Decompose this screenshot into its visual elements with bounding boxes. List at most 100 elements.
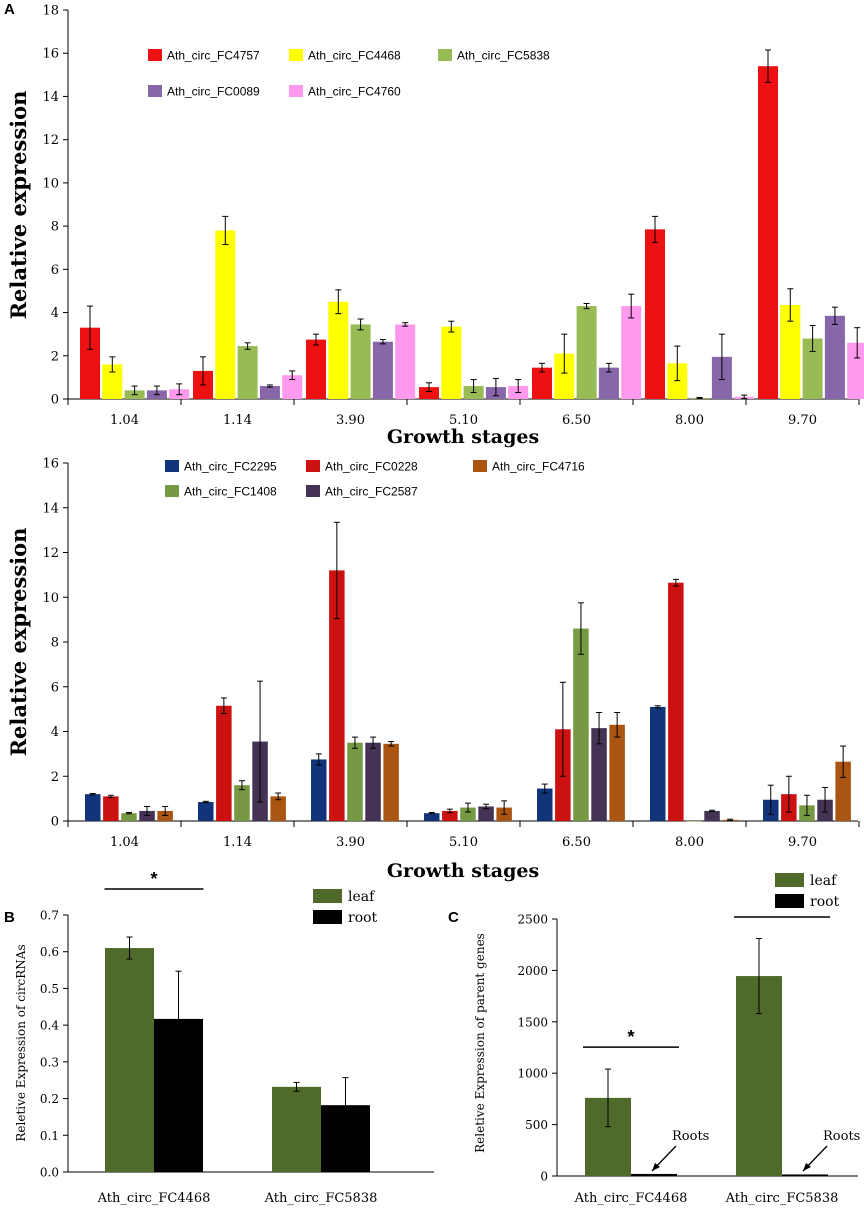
y-tick-label: 0.1 [40, 1129, 59, 1143]
bar [121, 813, 137, 821]
bar [537, 788, 553, 821]
legend-swatch [165, 485, 179, 497]
legend-label: Ath_circ_FC2587 [325, 485, 418, 499]
x-tick-label: 8.00 [675, 835, 704, 850]
significance-star: * [778, 897, 785, 917]
bar [441, 326, 462, 399]
legend-label: Ath_circ_FC2295 [184, 460, 277, 474]
annotation-label: Roots [823, 1129, 860, 1144]
x-tick-label: Ath_circ_FC5838 [264, 1191, 378, 1206]
bar [598, 367, 619, 399]
bar [780, 304, 801, 399]
bar [347, 742, 363, 821]
bar [328, 301, 349, 399]
bar [847, 342, 864, 399]
y-tick-label: 14 [42, 501, 59, 516]
legend-swatch [313, 889, 342, 903]
legend-label: root [348, 910, 378, 926]
y-tick-label: 0 [51, 815, 59, 830]
bar [576, 306, 597, 399]
x-tick-label: 9.70 [788, 413, 817, 428]
bar [758, 66, 778, 399]
y-tick-label: 0 [51, 393, 59, 408]
y-tick-label: 1500 [517, 1015, 548, 1029]
bar [645, 229, 665, 399]
annotation-label: Roots [672, 1129, 709, 1144]
y-tick-label: 4 [51, 306, 59, 321]
y-tick-label: 0.4 [40, 1019, 59, 1033]
bar [85, 794, 101, 821]
legend-swatch [775, 894, 804, 908]
y-tick-label: 10 [42, 176, 59, 191]
y-tick-label: 0.7 [40, 909, 59, 923]
y-tick-label: 6 [51, 680, 59, 695]
bar [802, 338, 823, 399]
x-axis-title: Growth stages [387, 426, 539, 448]
bar [105, 948, 154, 1172]
bar [667, 363, 688, 399]
bar [80, 327, 100, 399]
x-tick-label: Ath_circ_FC4468 [97, 1191, 211, 1206]
bar [139, 810, 155, 821]
bar [460, 807, 476, 821]
legend-label: Ath_circ_FC4760 [308, 85, 401, 99]
significance-star: * [627, 1027, 634, 1047]
x-tick-label: 3.90 [336, 413, 365, 428]
y-axis-title: Relative expression [6, 91, 31, 320]
x-tick-label: 3.90 [336, 835, 365, 850]
bar [157, 810, 173, 821]
y-tick-label: 2 [51, 349, 59, 364]
bar [835, 761, 851, 821]
x-tick-label: 6.50 [562, 835, 591, 850]
bar [442, 810, 458, 821]
bar [824, 315, 845, 399]
bar [631, 1173, 677, 1176]
x-tick-label: 5.10 [449, 413, 478, 428]
legend-swatch [306, 460, 320, 472]
bar [686, 821, 702, 822]
chart-b: 0.0 0.1 0.2 0.3 0.4 0.5 0.6 0.7 Ath_circ_FC4468 A… [14, 869, 434, 1206]
y-tick-label: 2 [51, 770, 59, 785]
x-tick-label: 1.04 [110, 835, 139, 850]
x-tick-label: 5.10 [449, 835, 478, 850]
x-tick-label: Ath_circ_FC4468 [574, 1191, 688, 1206]
bar [237, 346, 258, 399]
annotation-arrowhead [652, 1163, 660, 1171]
chart-a-bottom: 0 2 4 6 8 10 12 14 16 1.04 1.14 3.90 5.10 6.50 8.00 9.7… [6, 457, 860, 882]
legend-swatch [289, 85, 303, 97]
y-tick-label: 12 [42, 133, 59, 148]
legend-label: Ath_circ_FC0228 [325, 460, 418, 474]
bar [215, 230, 236, 399]
y-tick-label: 0.5 [40, 982, 59, 996]
bar [311, 759, 327, 821]
bar [424, 813, 440, 821]
y-tick-label: 18 [42, 4, 59, 19]
bar [478, 806, 494, 821]
legend-swatch [306, 485, 320, 497]
bar [650, 706, 666, 821]
y-tick-label: 500 [525, 1118, 548, 1132]
y-tick-label: 12 [42, 546, 59, 561]
bar [329, 570, 345, 821]
legend-label: leaf [348, 889, 376, 905]
panel-label-c: C [448, 909, 459, 926]
bar [668, 582, 684, 821]
bar [234, 785, 250, 821]
bar [704, 810, 720, 821]
bar [573, 628, 589, 821]
legend-label: Ath_circ_FC0089 [167, 85, 260, 99]
bar [259, 386, 280, 399]
x-axis-title: Growth stages [387, 860, 539, 882]
y-tick-label: 2500 [517, 913, 548, 927]
panel-label-b: B [4, 909, 15, 926]
bar [621, 306, 642, 399]
y-tick-label: 6 [51, 263, 59, 278]
y-tick-label: 0.6 [40, 945, 59, 959]
chart-c: 0 500 1000 1500 2000 2500 Ath_circ_FC4468 Ath_c… [473, 873, 860, 1206]
legend-label: Ath_circ_FC4757 [167, 49, 260, 63]
y-tick-label: 10 [42, 591, 59, 606]
x-tick-label: Ath_circ_FC5838 [725, 1191, 839, 1206]
bar [609, 724, 625, 821]
legend-swatch [438, 49, 452, 61]
